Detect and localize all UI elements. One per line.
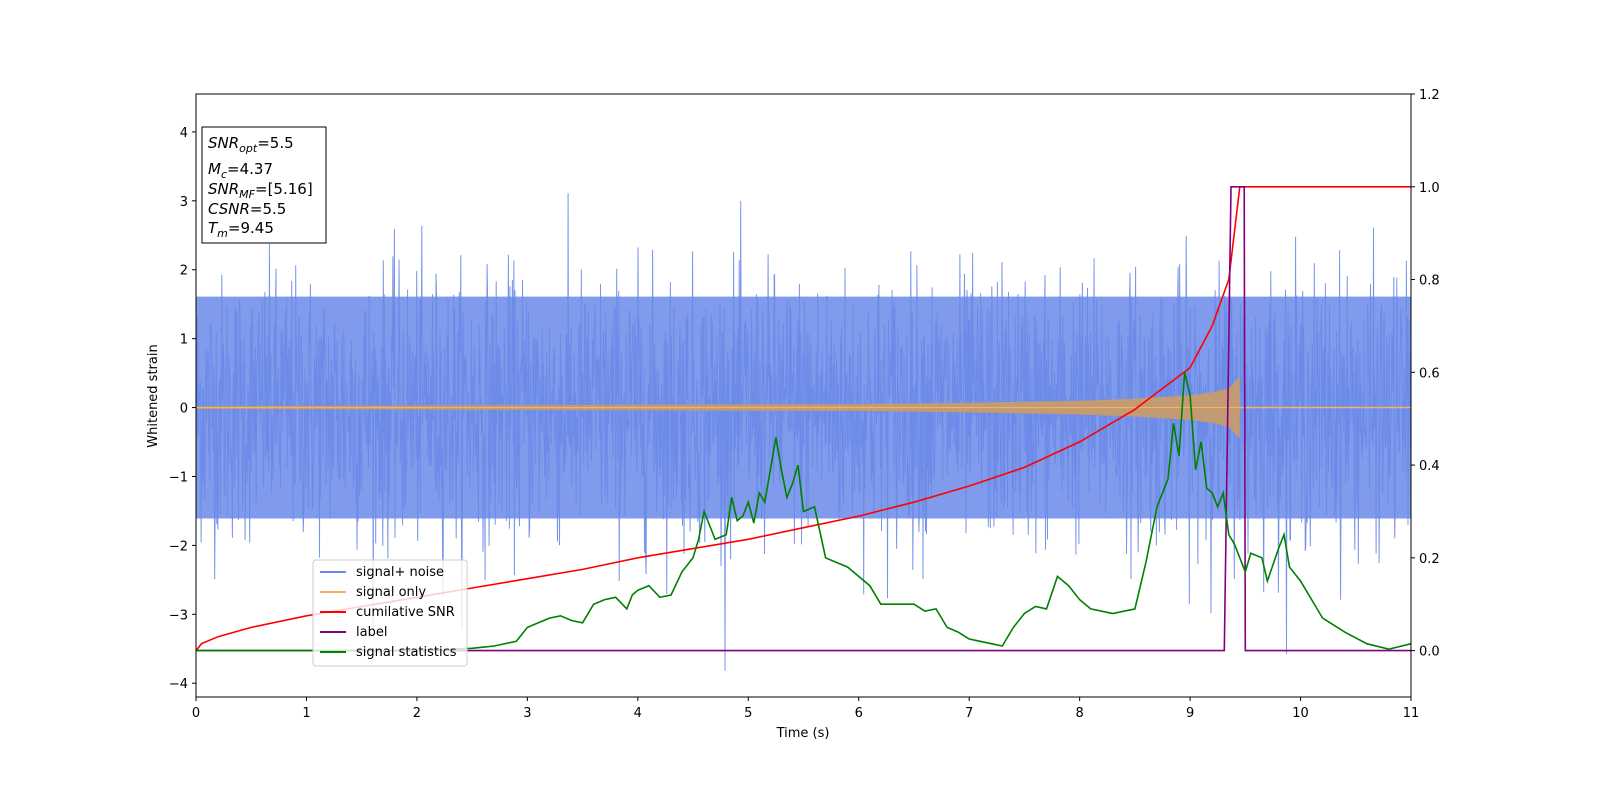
x-tick-label: 0 — [192, 706, 200, 721]
x-tick-label: 4 — [634, 706, 642, 721]
x-tick-label: 10 — [1292, 706, 1309, 721]
info-mc: Mc=4.37 — [208, 160, 273, 181]
series-cumulative-snr — [195, 186, 1411, 652]
series-label — [196, 186, 1411, 652]
y-left-tick-label: −4 — [169, 677, 188, 692]
legend-label-noise: signal+ noise — [356, 565, 444, 580]
x-tick-label: 6 — [855, 706, 863, 721]
series-signal-statistics — [196, 372, 1412, 652]
axes: 0 1 2 3 4 5 6 7 8 9 10 1143210−1−2−3−41.21.00.80.60… — [169, 88, 1440, 721]
y-right-tick-label: 0.4 — [1419, 459, 1440, 474]
y-right-tick-label: 0.0 — [1419, 645, 1440, 660]
y-left-tick-label: 0 — [180, 402, 188, 417]
info-box: SNRopt=5.5 Mc=4.37 SNRMF=[5.16] CSNR=5.5… — [201, 126, 327, 244]
y-left-tick-label: −1 — [169, 470, 188, 485]
legend-label-signal: signal only — [356, 585, 426, 600]
x-axis-label: Time (s) — [776, 726, 830, 741]
y-right-tick-label: 0.6 — [1419, 366, 1440, 381]
plot-area — [195, 186, 1412, 671]
x-tick-label: 5 — [744, 706, 752, 721]
y-right-tick-label: 0.2 — [1419, 552, 1440, 567]
x-tick-label: 1 — [302, 706, 310, 721]
y-axis-label: Whitened strain — [146, 344, 161, 447]
info-tm: Tm=9.45 — [208, 219, 274, 240]
x-tick-label: 2 — [413, 706, 421, 721]
y-right-tick-label: 0.8 — [1419, 274, 1440, 289]
x-tick-label: 7 — [965, 706, 973, 721]
legend-label-label: label — [356, 625, 387, 640]
x-tick-label: 3 — [523, 706, 531, 721]
legend-label-statistics: signal statistics — [356, 645, 457, 660]
legend-label-cumulative: cumilative SNR — [356, 605, 455, 620]
legend-frame — [312, 559, 468, 667]
y-left-tick-label: 4 — [180, 126, 188, 141]
x-tick-label: 8 — [1075, 706, 1083, 721]
y-left-tick-label: −3 — [169, 608, 188, 623]
y-left-tick-label: −2 — [169, 539, 188, 554]
x-tick-label: 11 — [1403, 706, 1420, 721]
info-box-frame — [201, 126, 327, 244]
y-left-tick-label: 1 — [180, 333, 188, 348]
legend: signal+ noise signal only cumilative SNR… — [312, 559, 468, 667]
plot-frame — [195, 93, 1412, 698]
x-tick-label: 9 — [1186, 706, 1194, 721]
info-snr-opt: SNRopt=5.5 — [208, 134, 294, 155]
y-left-tick-label: 3 — [180, 195, 188, 210]
y-right-tick-label: 1.0 — [1419, 181, 1440, 196]
info-snr-mf: SNRMF=[5.16] — [208, 180, 313, 201]
info-csnr: CSNR=5.5 — [208, 200, 286, 218]
y-right-tick-label: 1.2 — [1419, 88, 1440, 103]
y-left-tick-label: 2 — [180, 264, 188, 279]
